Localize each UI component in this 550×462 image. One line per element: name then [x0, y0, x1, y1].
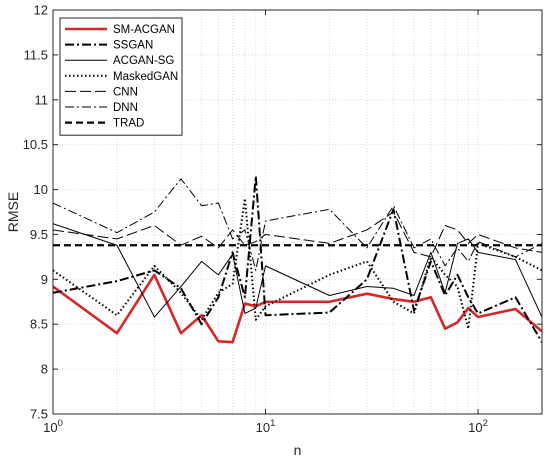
y-tick-labels: 7.5 8 8.5 9 9.5 10 10.5 11 11.5 12	[23, 3, 48, 422]
y-tick-label: 9	[41, 272, 48, 287]
y-tick-label: 7.5	[30, 407, 48, 422]
y-axis-label: RMSE	[5, 192, 21, 232]
legend-label: DNN	[113, 102, 138, 114]
series-line-acgan-sg	[53, 223, 542, 318]
y-tick-label: 10	[34, 182, 48, 197]
legend-label: MaskedGAN	[113, 71, 178, 83]
legend-label: SM-ACGAN	[113, 24, 175, 36]
legend-label: ACGAN-SG	[113, 55, 174, 67]
y-tick-label: 11.5	[24, 47, 48, 62]
y-tick-label: 8.5	[30, 317, 48, 332]
legend-label: CNN	[113, 86, 138, 98]
series-line-cnn	[53, 211, 542, 258]
y-tick-label: 12	[34, 3, 48, 18]
series-line-sm-acgan	[53, 273, 542, 344]
y-tick-label: 11	[35, 92, 49, 107]
series-line-maskedgan	[53, 197, 542, 330]
y-tick-label: 10.5	[23, 137, 48, 152]
series-line-dnn	[53, 178, 542, 271]
plot-frame	[52, 9, 543, 415]
y-tick-label: 8	[41, 362, 48, 377]
x-tick-label: 100	[43, 418, 63, 435]
x-tick-labels: 100 101 102	[43, 418, 488, 435]
x-tick-label: 101	[256, 418, 276, 435]
legend: SM-ACGAN SSGAN ACGAN-SG MaskedGAN CNN DNN TRAD	[59, 17, 183, 136]
legend-label: TRAD	[113, 118, 144, 130]
x-tick-label: 102	[468, 418, 488, 435]
legend-box	[59, 17, 183, 136]
legend-label: SSGAN	[113, 40, 153, 52]
series-layer	[53, 175, 542, 344]
y-tick-label: 9.5	[30, 227, 48, 242]
x-axis-label: n	[294, 442, 302, 458]
